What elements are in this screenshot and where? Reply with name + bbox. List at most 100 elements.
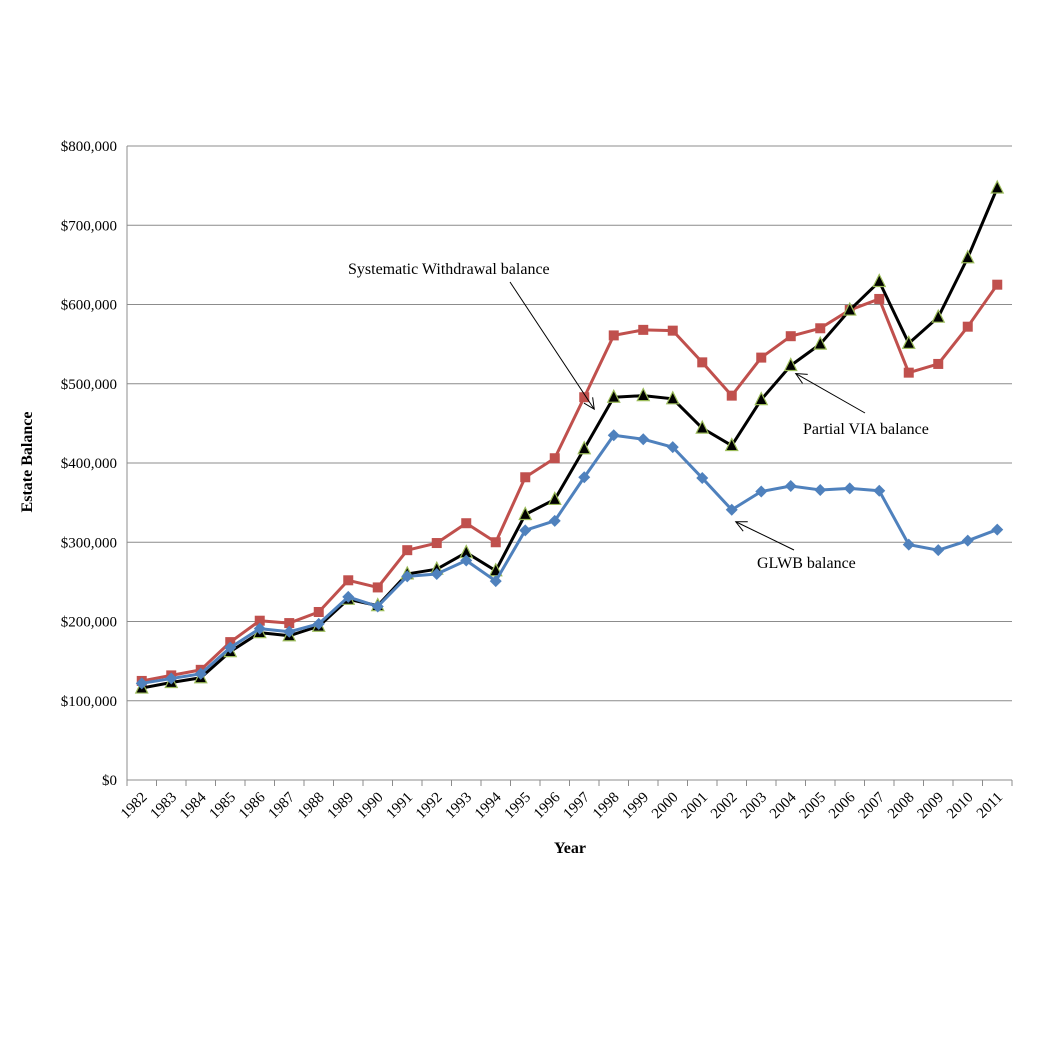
annotation-arrow-line — [795, 373, 866, 414]
data-point — [579, 392, 590, 403]
y-tick-label: $0 — [102, 773, 117, 789]
data-point — [754, 391, 769, 406]
y-tick-label: $600,000 — [61, 298, 117, 314]
data-point — [224, 641, 237, 654]
data-point — [519, 524, 532, 537]
x-tick-label: 1982 — [118, 790, 151, 823]
x-tick-label: 2007 — [856, 789, 889, 822]
data-point — [607, 429, 620, 442]
data-point — [990, 179, 1005, 194]
y-tick-labels: $0 $100,000 $200,000 $300,000 $400,000 $500,0… — [61, 139, 117, 789]
data-point — [461, 518, 472, 529]
data-point — [842, 301, 857, 316]
data-point — [431, 538, 442, 549]
x-tick-label: 1985 — [207, 790, 240, 823]
data-point — [253, 622, 266, 635]
data-point — [460, 554, 473, 567]
data-point — [783, 357, 798, 372]
axes — [126, 146, 1013, 786]
data-point — [430, 567, 443, 580]
series-lines — [134, 179, 1005, 694]
data-point — [903, 367, 914, 378]
data-point — [874, 293, 885, 304]
data-point — [932, 544, 945, 557]
data-point — [313, 606, 324, 617]
x-tick-label: 2005 — [797, 790, 830, 823]
data-point — [992, 279, 1003, 290]
x-tick-label: 1993 — [443, 790, 476, 823]
data-point — [931, 308, 946, 323]
x-tick-label: 2003 — [738, 790, 771, 823]
data-point — [726, 390, 737, 401]
data-point — [902, 538, 915, 551]
data-point — [813, 335, 828, 350]
x-tick-label: 1998 — [590, 790, 623, 823]
data-point — [901, 334, 916, 349]
data-point — [666, 441, 679, 454]
x-tick-label: 1996 — [531, 789, 564, 822]
data-point — [696, 472, 709, 485]
data-point — [547, 491, 562, 506]
data-point — [518, 506, 533, 521]
x-tick-label: 1984 — [177, 789, 210, 822]
x-tick-label: 2008 — [885, 790, 918, 823]
y-tick-label: $400,000 — [61, 456, 117, 472]
x-tick-label: 2006 — [826, 789, 859, 822]
data-point — [755, 485, 768, 498]
y-tick-label: $300,000 — [61, 535, 117, 551]
data-point — [194, 667, 207, 680]
data-point — [814, 483, 827, 496]
x-tick-label: 2011 — [974, 790, 1006, 822]
data-point — [784, 479, 797, 492]
data-point — [697, 357, 708, 368]
x-tick-label: 1989 — [325, 790, 358, 823]
data-point — [843, 482, 856, 495]
x-tick-label: 1983 — [148, 790, 181, 823]
annotation-arrowhead — [583, 397, 595, 411]
data-point — [667, 325, 678, 336]
annotations: Systematic Withdrawal balance Partial VIA… — [348, 261, 929, 572]
series-line — [141, 187, 999, 690]
data-point — [520, 472, 531, 483]
x-tick-label: 1991 — [384, 790, 417, 823]
y-tick-label: $500,000 — [61, 377, 117, 393]
x-tick-label: 1992 — [413, 790, 446, 823]
data-point — [549, 453, 560, 464]
data-point — [815, 323, 826, 334]
x-tick-label: 2009 — [915, 790, 948, 823]
y-tick-label: $100,000 — [61, 694, 117, 710]
x-tick-label: 2000 — [649, 790, 682, 823]
annotation-label: GLWB balance — [757, 555, 856, 572]
data-point — [371, 600, 384, 613]
data-point — [165, 672, 178, 685]
y-tick-label: $800,000 — [61, 139, 117, 155]
y-tick-label: $200,000 — [61, 615, 117, 631]
x-tick-label: 2004 — [767, 789, 800, 822]
data-point — [638, 324, 649, 335]
annotation-arrowhead — [734, 521, 748, 532]
series-0 — [136, 279, 1003, 686]
data-point — [725, 503, 738, 516]
data-point — [991, 523, 1004, 536]
data-point — [606, 388, 621, 403]
data-point — [343, 575, 354, 586]
x-tick-label: 1997 — [561, 789, 594, 822]
data-point — [283, 625, 296, 638]
data-point — [724, 437, 739, 452]
data-point — [873, 484, 886, 497]
data-point — [135, 677, 148, 690]
annotation-arrow-line — [735, 521, 795, 551]
annotation-arrow-line — [509, 281, 595, 410]
data-point — [608, 330, 619, 341]
x-tick-label: 1988 — [295, 790, 328, 823]
data-point — [637, 433, 650, 446]
data-point — [756, 352, 767, 363]
x-tick-label: 2002 — [708, 790, 741, 823]
x-axis-title: Year — [554, 840, 586, 857]
y-axis-title: Estate Balance — [19, 412, 36, 513]
data-point — [665, 390, 680, 405]
data-point — [695, 419, 710, 434]
data-point — [312, 617, 325, 630]
x-tick-label: 1999 — [620, 790, 653, 823]
